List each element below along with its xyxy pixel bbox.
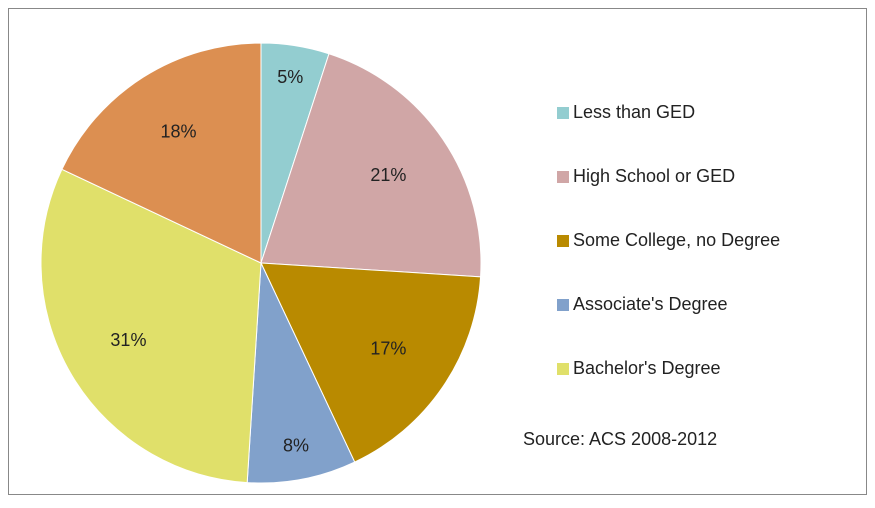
legend-swatch: [557, 299, 569, 311]
pie-slice: [246, 262, 356, 484]
legend-swatch: [557, 171, 569, 183]
legend-label: Some College, no Degree: [573, 230, 780, 250]
data-label: 21%: [370, 165, 406, 185]
legend-label: Less than GED: [573, 102, 695, 122]
data-label: 5%: [277, 67, 303, 87]
annotation: Source: ACS 2008-2012: [523, 429, 717, 449]
data-label: 17%: [370, 338, 406, 358]
data-label: 31%: [110, 330, 146, 350]
pie-slice: [260, 53, 482, 278]
legend-label: Associate's Degree: [573, 294, 728, 314]
pie-slice: [40, 168, 262, 484]
data-label: 8%: [283, 435, 309, 455]
legend-swatch: [557, 235, 569, 247]
data-label: 18%: [160, 122, 196, 142]
legend-label: High School or GED: [573, 166, 735, 186]
legend-label: Bachelor's Degree: [573, 358, 721, 378]
legend-swatch: [557, 107, 569, 119]
legend-swatch: [557, 363, 569, 375]
pie-slice: [61, 42, 262, 264]
pie-slice: [260, 262, 482, 463]
